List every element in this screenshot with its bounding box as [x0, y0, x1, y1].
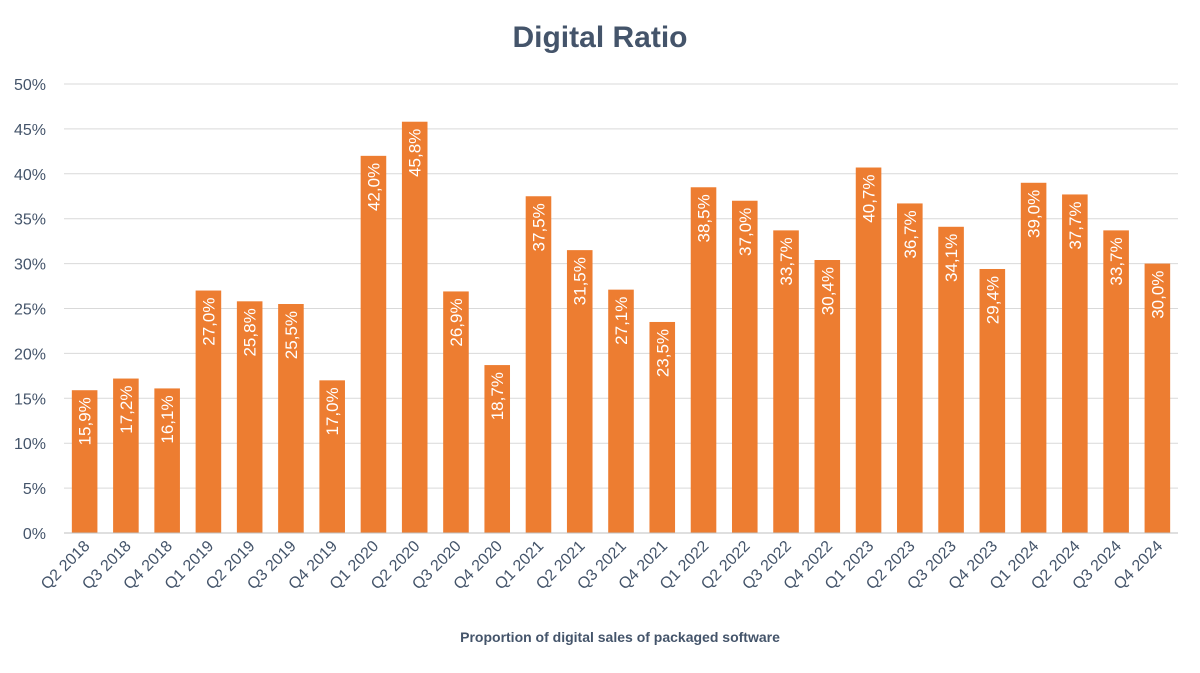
bar	[608, 289, 634, 533]
y-tick-label: 50%	[14, 77, 46, 94]
bar-value-label: 16,1%	[158, 395, 177, 443]
y-tick-label: 45%	[14, 122, 46, 139]
y-tick-label: 40%	[14, 167, 46, 184]
y-tick-label: 25%	[14, 302, 46, 319]
bar-value-label: 18,7%	[488, 372, 507, 420]
bar-value-label: 26,9%	[447, 298, 466, 346]
data-labels: 15,9% 17,2% 16,1% 27,0% 25,8% 25,5% 17,0% 42,0%…	[76, 129, 1168, 446]
y-tick-label: 10%	[14, 436, 46, 453]
bar-value-label: 31,5%	[571, 257, 590, 305]
bar-value-label: 29,4%	[983, 276, 1002, 324]
y-tick-label: 30%	[14, 257, 46, 274]
bar	[319, 380, 345, 533]
bar	[773, 230, 799, 533]
bar-value-label: 40,7%	[860, 175, 879, 223]
bar	[855, 167, 882, 534]
bar-value-label: 34,1%	[942, 234, 961, 282]
y-tick-label: 5%	[23, 481, 46, 498]
bar-value-label: 37,0%	[736, 208, 755, 256]
bar	[236, 301, 263, 533]
bar-value-label: 42,0%	[364, 163, 383, 211]
bar	[979, 268, 1006, 533]
bar	[360, 155, 387, 533]
bar-value-label: 37,7%	[1066, 201, 1085, 249]
bar-value-label: 30,4%	[818, 267, 837, 315]
bar	[1062, 194, 1088, 534]
bar	[814, 260, 841, 533]
bar-value-label: 23,5%	[653, 329, 672, 377]
y-tick-label: 20%	[14, 346, 46, 363]
bar-value-label: 15,9%	[76, 397, 95, 445]
bar	[566, 250, 593, 533]
bar	[690, 187, 717, 533]
bar-value-label: 27,0%	[199, 298, 218, 346]
bar	[71, 390, 98, 533]
bar-value-label: 36,7%	[901, 210, 920, 258]
y-axis-ticks: 0% 5% 10% 15% 20% 25% 30% 35% 40% 45% 50%	[14, 77, 46, 543]
bar-value-label: 45,8%	[406, 129, 425, 177]
bar-value-label: 33,7%	[1107, 237, 1126, 285]
bar	[1144, 263, 1171, 533]
bar-value-label: 27,1%	[612, 297, 631, 345]
bar	[278, 304, 304, 533]
bar	[484, 365, 511, 533]
bar-value-label: 39,0%	[1025, 190, 1044, 238]
bar	[113, 378, 139, 533]
bar	[401, 121, 428, 533]
x-axis-label: Proportion of digital sales of packaged …	[460, 629, 780, 645]
bar	[897, 203, 923, 533]
bar-value-label: 38,5%	[695, 194, 714, 242]
bar-value-label: 25,5%	[282, 311, 301, 359]
bar	[195, 290, 222, 533]
y-tick-label: 35%	[14, 212, 46, 229]
bar	[731, 200, 758, 534]
bar	[649, 321, 676, 533]
bar	[154, 388, 180, 533]
bar-value-label: 30,0%	[1148, 271, 1167, 319]
y-tick-label: 0%	[23, 526, 46, 543]
y-tick-label: 15%	[14, 391, 46, 408]
bar	[443, 291, 469, 533]
bars	[71, 121, 1171, 534]
bar	[525, 196, 552, 533]
chart-title: Digital Ratio	[512, 21, 687, 54]
bar-value-label: 25,8%	[241, 308, 260, 356]
bar-value-label: 33,7%	[777, 237, 796, 285]
bar-value-label: 37,5%	[529, 203, 548, 251]
bar	[938, 226, 964, 534]
bar-value-label: 17,0%	[323, 387, 342, 435]
bar	[1020, 182, 1047, 533]
bar	[1103, 230, 1129, 533]
bar-value-label: 17,2%	[117, 386, 136, 434]
